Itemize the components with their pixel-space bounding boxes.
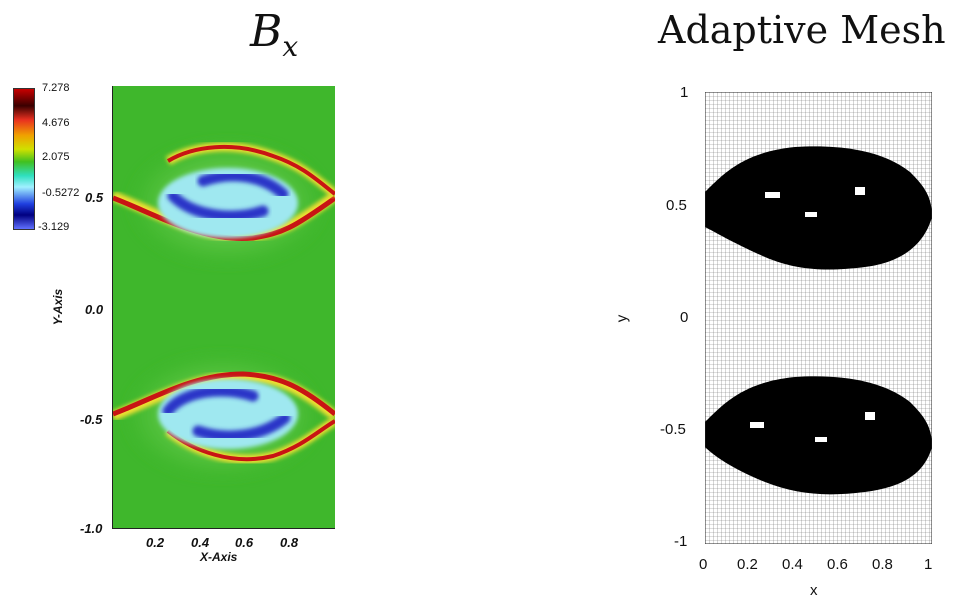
colorbar-label: 7.278 — [42, 82, 70, 94]
mesh-x-axis-label: x — [810, 582, 818, 599]
bx-y-axis-label: Y-Axis — [51, 288, 66, 326]
mesh-x-tick: 1 — [924, 556, 933, 573]
bx-x-tick: 0.6 — [235, 535, 254, 550]
colorbar-label: -0.5272 — [42, 187, 80, 199]
colorbar-label: 2.075 — [42, 151, 70, 163]
mesh-y-tick: -1 — [674, 533, 688, 550]
mesh-x-tick: 0.2 — [737, 556, 758, 573]
mesh-plot — [705, 92, 932, 544]
bx-y-tick: 0.5 — [85, 190, 104, 205]
bx-title-subscript: x — [282, 30, 299, 63]
bx-x-tick: 0.2 — [146, 535, 165, 550]
bx-title: Bx — [250, 6, 298, 63]
colorbar-label: 4.676 — [42, 117, 70, 129]
bx-x-axis-line — [112, 528, 335, 529]
bx-title-main: B — [250, 6, 283, 57]
mesh-refined-regions — [705, 146, 932, 495]
mesh-y-tick: 0.5 — [666, 197, 687, 214]
colorbar — [13, 88, 35, 230]
bx-x-axis-label: X-Axis — [200, 550, 238, 564]
colorbar-label: -3.129 — [38, 221, 70, 233]
bx-y-tick: 0.0 — [85, 302, 104, 317]
mesh-y-tick: 0 — [680, 309, 689, 326]
bx-y-tick: -0.5 — [80, 412, 103, 427]
mesh-title: Adaptive Mesh — [658, 8, 946, 52]
mesh-x-tick: 0.4 — [782, 556, 803, 573]
mesh-x-tick: 0.8 — [872, 556, 893, 573]
bx-y-tick: -1.0 — [80, 521, 103, 536]
bx-x-tick: 0.8 — [280, 535, 299, 550]
mesh-x-tick: 0.6 — [827, 556, 848, 573]
mesh-y-tick: -0.5 — [660, 421, 686, 438]
bx-field-plot — [113, 86, 335, 529]
mesh-holes — [750, 187, 875, 442]
mesh-y-axis-label: y — [613, 314, 631, 323]
bx-x-tick: 0.4 — [191, 535, 210, 550]
upper-vortex — [113, 142, 335, 263]
mesh-x-tick: 0 — [699, 556, 708, 573]
mesh-y-tick: 1 — [680, 84, 689, 101]
lower-vortex — [113, 356, 335, 476]
bx-y-axis-line — [112, 86, 113, 529]
